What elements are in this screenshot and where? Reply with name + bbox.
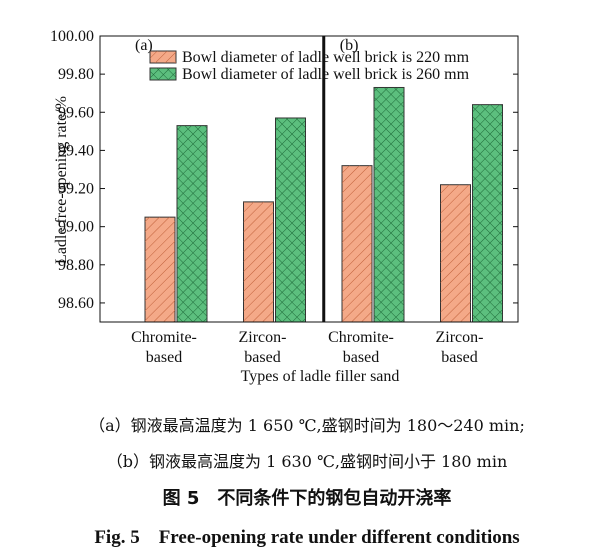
bar: [440, 184, 471, 323]
bar-hatch: [145, 217, 175, 322]
y-tick-label: 100.00: [50, 28, 94, 45]
bar: [176, 125, 208, 323]
x-tick-label: Chromite-based: [131, 329, 197, 366]
bar-hatch: [342, 165, 372, 322]
y-tick-label: 99.80: [58, 66, 94, 83]
bar-hatch: [440, 184, 471, 322]
bar: [472, 104, 503, 323]
bar-hatch: [177, 125, 207, 322]
legend-label: Bowl diameter of ladle well brick is 220…: [182, 49, 470, 66]
legend-label: Bowl diameter of ladle well brick is 260…: [182, 66, 470, 83]
panel-label: (a): [135, 37, 153, 54]
bar: [243, 201, 274, 323]
y-axis-label: Ladle free-opening rate/%: [53, 96, 70, 264]
caption-cn: 图 5 不同条件下的钢包自动开浇率: [162, 488, 452, 509]
y-tick-label: 99.40: [58, 142, 94, 159]
bar-hatch: [243, 201, 274, 322]
y-tick-label: 99.20: [58, 181, 94, 198]
bar-hatch: [472, 104, 503, 322]
y-tick-label: 98.60: [58, 295, 94, 312]
x-tick-line: based: [146, 349, 182, 366]
bar: [341, 165, 373, 323]
caption-en: Fig. 5 Free-opening rate under different…: [94, 527, 520, 548]
bar: [373, 86, 405, 323]
x-tick-line: based: [343, 349, 379, 366]
note-b: （b）钢液最高温度为 1 630 ℃,盛钢时间小于 180 min: [106, 452, 508, 471]
x-tick-label: Zircon-based: [436, 329, 484, 366]
x-tick-line: based: [441, 349, 477, 366]
bar-hatch: [275, 117, 306, 322]
x-tick-line: Zircon-: [239, 329, 287, 346]
bar: [144, 216, 176, 323]
bar-hatch: [374, 87, 404, 322]
x-tick-line: Zircon-: [436, 329, 484, 346]
note-a: （a）钢液最高温度为 1 650 ℃,盛钢时间为 180～240 min;: [89, 416, 525, 435]
chart: Ladle free-opening rate/% Types of ladle…: [50, 28, 519, 385]
x-axis-label: Types of ladle filler sand: [241, 368, 400, 385]
x-tick-label: Zircon-based: [239, 329, 287, 366]
y-tick-label: 99.00: [58, 219, 94, 236]
x-tick-line: Chromite-: [328, 329, 394, 346]
legend-swatch-hatch: [150, 51, 176, 63]
x-tick-line: based: [244, 349, 280, 366]
bar: [275, 117, 306, 323]
y-tick-label: 98.80: [58, 257, 94, 274]
y-tick-label: 99.60: [58, 104, 94, 121]
x-tick-label: Chromite-based: [328, 329, 394, 366]
x-tick-line: Chromite-: [131, 329, 197, 346]
panel-label: (b): [340, 37, 359, 54]
plot-frame: [99, 35, 519, 323]
legend-swatch-hatch: [150, 68, 176, 80]
